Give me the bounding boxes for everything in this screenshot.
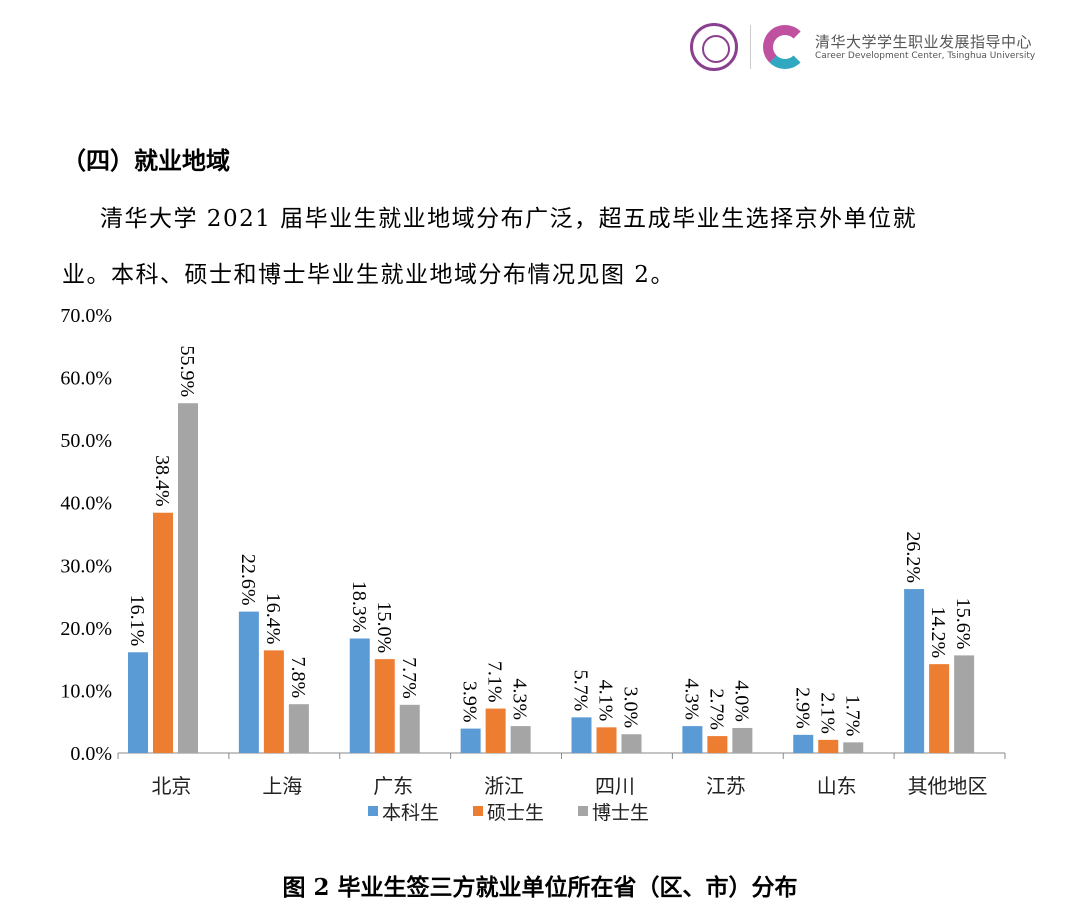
y-tick-label: 50.0% [60, 430, 112, 452]
data-label: 4.0% [730, 680, 752, 722]
x-tick-label: 山东 [817, 774, 857, 798]
bar-硕士生 [929, 664, 950, 753]
data-label: 16.1% [126, 595, 148, 647]
data-label: 3.9% [459, 681, 481, 723]
x-tick-label: 浙江 [484, 774, 524, 798]
bar-硕士生 [485, 708, 506, 753]
x-tick-label: 北京 [151, 774, 191, 798]
figure-caption: 图 2 毕业生签三方就业单位所在省（区、市）分布 [282, 874, 798, 901]
data-label: 38.4% [151, 455, 173, 507]
data-label: 7.1% [484, 661, 506, 703]
data-label: 1.7% [841, 695, 863, 737]
data-label: 26.2% [902, 531, 924, 583]
bar-本科生 [682, 726, 703, 753]
y-tick-label: 30.0% [60, 555, 112, 577]
bar-本科生 [904, 589, 925, 753]
data-label: 2.9% [791, 687, 813, 729]
data-label: 16.4% [262, 593, 284, 645]
x-tick-label: 四川 [595, 774, 635, 798]
legend-swatch [368, 806, 378, 816]
data-label: 2.1% [816, 692, 838, 734]
tsinghua-seal-icon [690, 23, 738, 71]
logo-text-cn: 清华大学学生职业发展指导中心 [815, 32, 1033, 51]
paragraph-line-1: 清华大学 2021 届毕业生就业地域分布广泛，超五成毕业生选择京外单位就 [100, 206, 918, 232]
data-label: 15.6% [952, 598, 974, 650]
data-label: 7.8% [287, 657, 309, 699]
bar-硕士生 [707, 736, 728, 753]
bar-硕士生 [263, 650, 284, 753]
bar-本科生 [238, 611, 259, 753]
data-label: 7.7% [398, 657, 420, 699]
paragraph-line-2: 业。本科、硕士和博士毕业生就业地域分布情况见图 2。 [62, 262, 675, 288]
legend-label: 本科生 [382, 802, 439, 824]
career-center-c-icon [763, 25, 807, 69]
bar-博士生 [954, 655, 975, 753]
data-label: 4.3% [680, 678, 702, 720]
bar-博士生 [510, 726, 531, 753]
bar-硕士生 [818, 739, 839, 753]
data-label: 3.0% [620, 687, 642, 729]
bar-硕士生 [596, 727, 617, 753]
bar-博士生 [732, 727, 753, 753]
y-tick-label: 40.0% [60, 493, 112, 515]
y-tick-label: 20.0% [60, 618, 112, 640]
bar-本科生 [571, 717, 592, 753]
data-label: 4.3% [509, 678, 531, 720]
bar-博士生 [399, 704, 420, 753]
x-tick-label: 江苏 [706, 774, 746, 798]
x-tick-label: 其他地区 [908, 774, 988, 798]
data-label: 22.6% [237, 554, 259, 606]
legend-label: 硕士生 [487, 802, 544, 824]
tsinghua-career-logo: 清华大学学生职业发展指导中心 Career Development Center… [690, 22, 1035, 72]
x-tick-label: 上海 [262, 774, 302, 798]
logo-divider [750, 25, 751, 69]
data-label: 55.9% [176, 346, 198, 398]
y-tick-label: 0.0% [70, 743, 112, 765]
data-label: 2.7% [705, 688, 727, 730]
data-label: 14.2% [927, 606, 949, 658]
bar-博士生 [843, 742, 864, 753]
data-label: 4.1% [595, 680, 617, 722]
bar-本科生 [349, 638, 370, 753]
bar-博士生 [288, 704, 309, 753]
legend-swatch [578, 806, 588, 816]
bar-硕士生 [153, 512, 173, 753]
y-tick-label: 60.0% [60, 368, 112, 390]
logo-text-en: Career Development Center, Tsinghua Univ… [815, 50, 1036, 61]
bar-博士生 [621, 734, 642, 753]
data-label: 18.3% [348, 581, 370, 633]
bar-本科生 [460, 728, 481, 753]
bar-硕士生 [374, 659, 395, 753]
region-bar-chart: 0.0% 10.0% 20.0% 30.0% 40.0% 50.0% 60.0% 70.0% 北… [60, 305, 1006, 824]
x-tick-label: 广东 [373, 774, 413, 798]
bar-本科生 [128, 652, 148, 753]
bar-本科生 [793, 734, 814, 753]
legend-swatch [473, 806, 483, 816]
data-label: 5.7% [570, 670, 592, 712]
y-tick-label: 70.0% [60, 305, 112, 327]
data-label: 15.0% [373, 601, 395, 653]
bar-博士生 [178, 403, 198, 753]
section-heading: （四）就业地域 [62, 146, 230, 175]
y-tick-label: 10.0% [60, 680, 112, 702]
legend-label: 博士生 [592, 802, 649, 824]
